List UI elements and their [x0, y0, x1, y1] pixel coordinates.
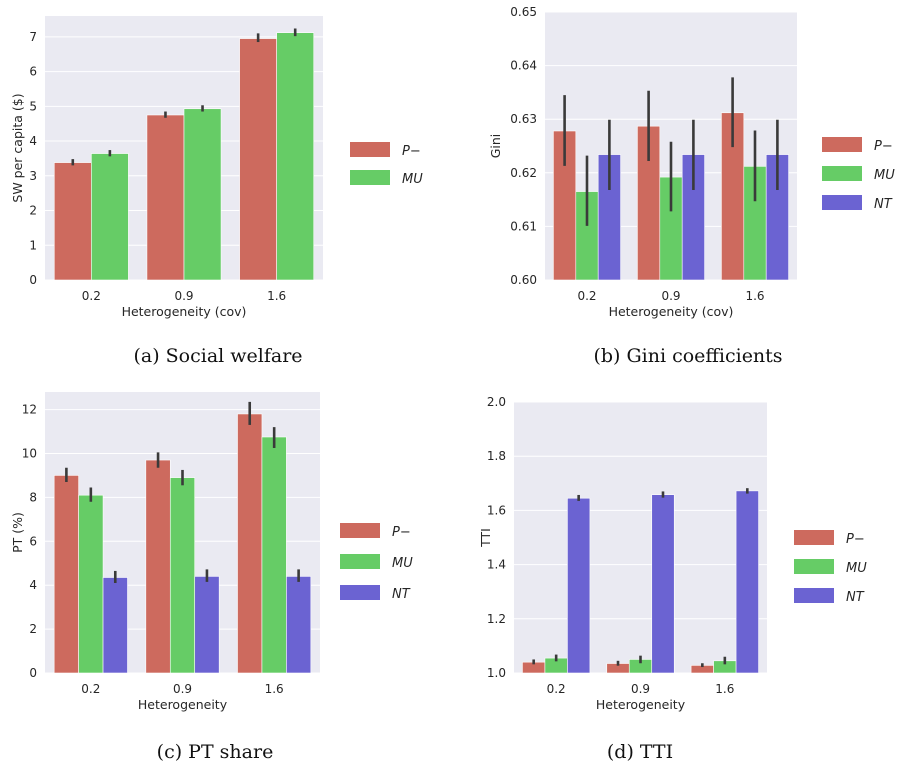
legend-swatch-P-	[350, 142, 390, 157]
y-tick-label: 5	[29, 99, 37, 113]
y-tick-label: 0.65	[510, 5, 537, 19]
y-tick-label: 12	[22, 403, 37, 417]
x-tick-label: 1.6	[745, 289, 764, 303]
y-tick-label: 0.64	[510, 59, 537, 73]
x-tick-label: 0.2	[577, 289, 596, 303]
legend-label-NT: NT	[846, 590, 865, 605]
bar-MU-0.9	[183, 108, 222, 281]
y-axis-label: TTI	[478, 528, 493, 548]
y-tick-label: 4	[29, 578, 37, 592]
x-tick-label: 0.2	[81, 682, 100, 696]
legend-label-MU: MU	[874, 168, 895, 183]
bar-NT-0.9	[194, 576, 220, 674]
y-tick-label: 1.4	[487, 558, 506, 572]
y-axis-label: Gini	[488, 134, 503, 159]
bar-P--1.6	[237, 413, 263, 674]
bar-P--0.9	[146, 114, 185, 281]
x-tick-label: 0.9	[174, 289, 193, 303]
y-tick-label: 2	[29, 622, 37, 636]
y-tick-label: 1.6	[487, 503, 506, 517]
chart-panel-0: 0 1 2 3 4 5 6 7 0.2 0.9 1.6 Heterogeneity (cov) SW p…	[10, 16, 423, 367]
y-tick-label: 4	[29, 134, 37, 148]
y-tick-label: 1.8	[487, 449, 506, 463]
y-tick-label: 0	[29, 666, 37, 680]
y-tick-label: 0.62	[510, 166, 537, 180]
y-tick-label: 2.0	[487, 395, 506, 409]
y-tick-label: 10	[22, 446, 37, 460]
bar-MU-1.6	[276, 32, 315, 281]
legend-swatch-MU	[340, 554, 380, 569]
legend-swatch-P-	[794, 530, 834, 545]
subfigure-caption: (a) Social welfare	[133, 345, 302, 367]
subfigure-caption: (b) Gini coefficients	[593, 345, 782, 367]
y-tick-label: 0.60	[510, 273, 537, 287]
bar-NT-0.2	[567, 497, 591, 674]
bar-MU-0.2	[91, 153, 129, 281]
legend-label-MU: MU	[402, 172, 423, 187]
bar-P--0.9	[145, 459, 171, 674]
legend-label-P-: P−	[846, 532, 865, 547]
x-tick-label: 0.9	[631, 682, 650, 696]
legend-label-P-: P−	[874, 139, 893, 154]
y-tick-label: 1	[29, 238, 37, 252]
x-axis-label: Heterogeneity	[138, 697, 228, 712]
subfigure-caption: (c) PT share	[157, 741, 274, 763]
x-tick-label: 0.9	[661, 289, 680, 303]
chart-panel-1: 0.60 0.61 0.62 0.63 0.64 0.65 0.2 0.9 1.6 Heterog…	[488, 5, 895, 367]
bar-NT-1.6	[286, 576, 312, 674]
y-tick-label: 6	[29, 65, 37, 79]
x-tick-label: 0.9	[173, 682, 192, 696]
subfigure-caption: (d) TTI	[607, 741, 673, 763]
bar-P--1.6	[239, 38, 277, 281]
x-axis-label: Heterogeneity (cov)	[122, 304, 247, 319]
y-tick-label: 0	[29, 273, 37, 287]
x-axis-label: Heterogeneity	[596, 697, 686, 712]
legend-label-MU: MU	[846, 561, 867, 576]
legend-swatch-MU	[822, 166, 862, 181]
y-axis-label: PT (%)	[10, 512, 25, 553]
y-tick-label: 1.0	[487, 666, 506, 680]
y-tick-label: 1.2	[487, 612, 506, 626]
legend-swatch-MU	[794, 559, 834, 574]
legend-label-MU: MU	[392, 556, 413, 571]
bar-NT-0.9	[651, 494, 675, 674]
legend-swatch-P-	[340, 523, 380, 538]
legend-swatch-NT	[340, 585, 380, 600]
x-tick-label: 1.6	[267, 289, 286, 303]
legend-label-NT: NT	[392, 587, 411, 602]
bar-MU-1.6	[261, 436, 287, 674]
legend-swatch-MU	[350, 170, 390, 185]
legend-swatch-NT	[822, 195, 862, 210]
x-tick-label: 0.2	[82, 289, 101, 303]
legend-swatch-NT	[794, 588, 834, 603]
y-tick-label: 8	[29, 490, 37, 504]
chart-panel-3: 1.0 1.2 1.4 1.6 1.8 2.0 0.2 0.9 1.6 Heterogeneity…	[478, 395, 867, 763]
y-tick-label: 7	[29, 30, 37, 44]
x-tick-label: 1.6	[715, 682, 734, 696]
y-tick-label: 0.61	[510, 219, 537, 233]
legend-label-P-: P−	[392, 525, 411, 540]
legend-swatch-P-	[822, 137, 862, 152]
bar-NT-1.6	[735, 490, 759, 674]
legend-label-NT: NT	[874, 197, 893, 212]
bar-NT-0.2	[102, 577, 128, 674]
bar-P--0.2	[53, 475, 79, 674]
x-tick-label: 1.6	[265, 682, 284, 696]
bar-MU-0.2	[78, 494, 104, 674]
x-axis-label: Heterogeneity (cov)	[609, 304, 734, 319]
y-axis-label: SW per capita ($)	[10, 93, 25, 202]
chart-panel-2: 0 2 4 6 8 10 12 0.2 0.9 1.6 Heterogeneity PT (%) P− M…	[10, 392, 413, 763]
bar-P--0.2	[53, 162, 92, 281]
plot-background	[514, 402, 767, 673]
y-tick-label: 0.63	[510, 112, 537, 126]
bar-MU-0.9	[169, 477, 196, 674]
y-tick-label: 3	[29, 169, 37, 183]
legend-label-P-: P−	[402, 144, 421, 159]
x-tick-label: 0.2	[547, 682, 566, 696]
y-tick-label: 6	[29, 534, 37, 548]
y-tick-label: 2	[29, 204, 37, 218]
